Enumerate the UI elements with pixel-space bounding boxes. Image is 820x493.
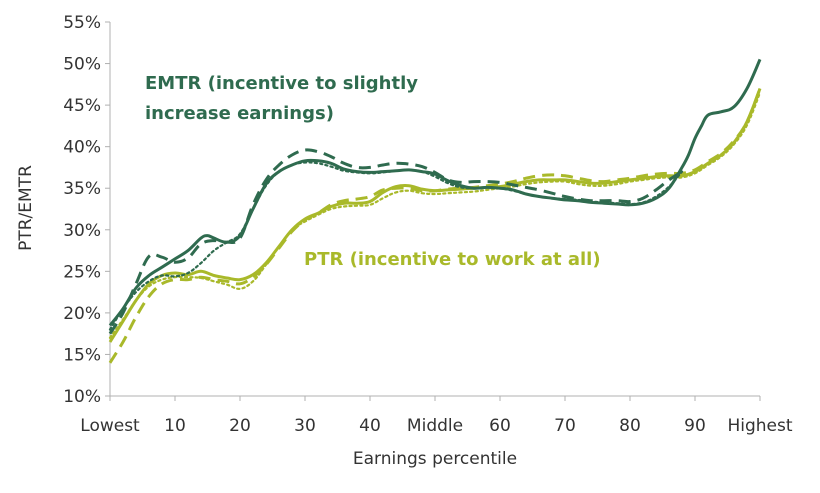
series-line-ptr-dotted [108,91,762,339]
y-tick-label: 45% [63,96,101,116]
x-tick-label: 80 [619,416,641,436]
y-tick-label: 15% [63,345,101,365]
y-tick-label: 50% [63,55,101,75]
x-tick-label: Middle [407,416,463,436]
x-axis-ticks: Lowest 10 20 30 40 Middle 60 70 80 90 Highest [80,396,793,436]
x-tick-label: 20 [229,416,251,436]
x-tick-label: 40 [359,416,381,436]
y-tick-label: 35% [63,179,101,199]
y-tick-label: 25% [63,262,101,282]
x-tick-label: 90 [684,416,706,436]
y-tick-label: 20% [63,304,101,324]
x-tick-label: 30 [294,416,316,436]
y-tick-label: 55% [63,13,101,33]
series-line-ptr-solid [108,87,762,343]
x-axis-title: Earnings percentile [353,449,517,469]
y-axis-title: PTR/EMTR [16,165,36,251]
y-axis-ticks: 10% 15% 20% 25% 30% 35% 40% 45% 50% 55% [63,13,110,407]
ptr-annotation: PTR (incentive to work at all) [304,249,601,270]
y-tick-label: 10% [63,387,101,407]
x-tick-label: Lowest [80,416,140,436]
y-tick-label: 30% [63,221,101,241]
x-tick-label: 10 [164,416,186,436]
series-layer [108,58,762,364]
x-tick-label: Highest [727,416,792,436]
emtr-annotation-line-1: EMTR (incentive to slightly [145,73,418,94]
x-tick-label: 60 [489,416,511,436]
series-line-ptr-dashed [108,87,762,364]
x-tick-label: 70 [554,416,576,436]
emtr-annotation-line-2: increase earnings) [145,103,334,124]
y-tick-label: 40% [63,138,101,158]
series-line-emtr-solid [108,58,762,327]
